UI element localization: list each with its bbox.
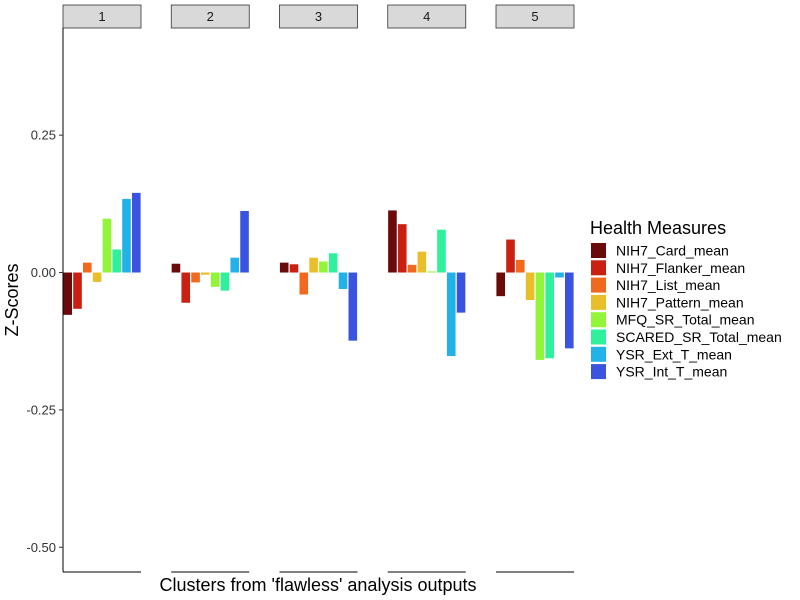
facet-strip-5 <box>495 4 575 29</box>
legend-item: NIH7_Pattern_mean <box>591 294 744 310</box>
bar-1-NIH7_List_mean <box>83 262 92 273</box>
bar-5-NIH7_Pattern_mean <box>525 272 535 300</box>
legend-label: NIH7_Card_mean <box>616 243 729 259</box>
legend-label: SCARED_SR_Total_mean <box>616 329 782 345</box>
bar-4-NIH7_Pattern_mean <box>417 251 427 273</box>
y-tick-label: 0.00 <box>31 265 56 280</box>
facet-panel-3: 3 <box>279 4 358 573</box>
y-axis: 0.25 0.00 -0.25 -0.50 <box>26 28 64 572</box>
legend-items: NIH7_Card_meanNIH7_Flanker_meanNIH7_List… <box>591 243 782 380</box>
legend-label: NIH7_Flanker_mean <box>616 260 745 276</box>
bar-5-NIH7_Flanker_mean <box>506 239 515 273</box>
bar-3-NIH7_Pattern_mean <box>309 257 318 273</box>
legend-item: NIH7_Card_mean <box>591 243 729 259</box>
facet-strip-4 <box>387 4 467 29</box>
facet-strip-label-3: 3 <box>315 9 322 24</box>
bar-4-NIH7_Flanker_mean <box>397 224 407 273</box>
facet-panel-1: 1 <box>62 4 142 573</box>
bar-2-NIH7_Flanker_mean <box>181 272 191 303</box>
bar-3-NIH7_List_mean <box>299 272 309 295</box>
bar-5-YSR_Int_T_mean <box>565 272 574 349</box>
legend-swatch <box>591 277 606 293</box>
bar-2-MFQ_SR_Total_mean <box>210 272 220 287</box>
legend-title: Health Measures <box>590 218 726 238</box>
legend-swatch <box>591 364 606 380</box>
legend-swatch <box>591 312 606 328</box>
bar-5-NIH7_List_mean <box>516 259 525 273</box>
legend-item: NIH7_List_mean <box>591 277 720 293</box>
bar-3-NIH7_Card_mean <box>279 262 289 273</box>
bar-5-YSR_Ext_T_mean <box>555 272 564 278</box>
facet-panel-5: 5 <box>495 4 575 573</box>
bar-2-YSR_Int_T_mean <box>240 210 249 273</box>
legend-item: SCARED_SR_Total_mean <box>591 329 782 345</box>
bar-1-NIH7_Flanker_mean <box>73 272 82 309</box>
bar-2-NIH7_List_mean <box>191 272 200 283</box>
y-tick-label: -0.25 <box>26 402 56 417</box>
x-axis-title: Clusters from 'flawless' analysis output… <box>160 575 477 595</box>
bar-1-YSR_Int_T_mean <box>132 192 141 273</box>
facet-strip-label-2: 2 <box>207 9 214 24</box>
legend-swatch <box>591 294 606 310</box>
facet-panel-4: 4 <box>387 4 467 573</box>
legend-item: YSR_Int_T_mean <box>591 364 727 380</box>
facet-strip-label-5: 5 <box>531 9 538 24</box>
legend-label: NIH7_List_mean <box>616 277 720 293</box>
y-tick-label: 0.25 <box>31 128 56 143</box>
legend-item: NIH7_Flanker_mean <box>591 260 745 276</box>
bar-1-MFQ_SR_Total_mean <box>102 218 112 273</box>
bar-4-SCARED_SR_Total_mean <box>437 229 446 273</box>
bar-2-SCARED_SR_Total_mean <box>220 272 230 291</box>
legend-label: NIH7_Pattern_mean <box>616 294 744 310</box>
legend-swatch <box>591 260 606 276</box>
bar-4-MFQ_SR_Total_mean <box>427 271 436 273</box>
legend-item: MFQ_SR_Total_mean <box>591 312 755 328</box>
legend-swatch <box>591 329 606 345</box>
bar-4-YSR_Ext_T_mean <box>446 272 456 357</box>
facet-strip-2 <box>170 4 250 29</box>
legend-item: YSR_Ext_T_mean <box>591 346 732 362</box>
bar-2-NIH7_Pattern_mean <box>201 272 210 275</box>
legend-swatch <box>591 243 606 258</box>
bar-1-NIH7_Pattern_mean <box>92 272 102 282</box>
facet-panel-2: 2 <box>170 4 250 573</box>
bar-3-YSR_Int_T_mean <box>348 272 358 341</box>
bar-2-YSR_Ext_T_mean <box>230 257 240 273</box>
y-tick-label: -0.50 <box>26 540 56 555</box>
facet-panels: 1 2 3 4 5 <box>62 4 575 573</box>
bar-1-NIH7_Card_mean <box>63 272 72 315</box>
bar-5-MFQ_SR_Total_mean <box>535 272 545 360</box>
legend-label: YSR_Int_T_mean <box>616 364 727 380</box>
facet-strip-label-1: 1 <box>98 9 105 24</box>
bar-3-YSR_Ext_T_mean <box>338 272 348 290</box>
legend-label: YSR_Ext_T_mean <box>616 346 732 362</box>
bar-1-SCARED_SR_Total_mean <box>112 249 121 273</box>
bar-3-MFQ_SR_Total_mean <box>319 261 328 273</box>
y-axis-title: Z-Scores <box>2 263 22 336</box>
facet-strip-label-4: 4 <box>423 9 430 24</box>
bar-1-YSR_Ext_T_mean <box>122 198 131 273</box>
bar-3-SCARED_SR_Total_mean <box>328 253 338 273</box>
bar-3-NIH7_Flanker_mean <box>289 264 299 273</box>
bar-5-NIH7_Card_mean <box>496 272 505 297</box>
legend-swatch <box>591 346 606 362</box>
facet-strip-1 <box>62 4 142 29</box>
bar-4-NIH7_List_mean <box>407 264 417 273</box>
bar-2-NIH7_Card_mean <box>171 263 181 273</box>
bar-4-NIH7_Card_mean <box>388 210 397 273</box>
bar-4-YSR_Int_T_mean <box>456 272 466 313</box>
legend: Health Measures NIH7_Card_meanNIH7_Flank… <box>590 218 782 380</box>
facet-strip-3 <box>279 4 358 29</box>
legend-label: MFQ_SR_Total_mean <box>616 312 755 328</box>
bar-5-SCARED_SR_Total_mean <box>545 272 554 359</box>
